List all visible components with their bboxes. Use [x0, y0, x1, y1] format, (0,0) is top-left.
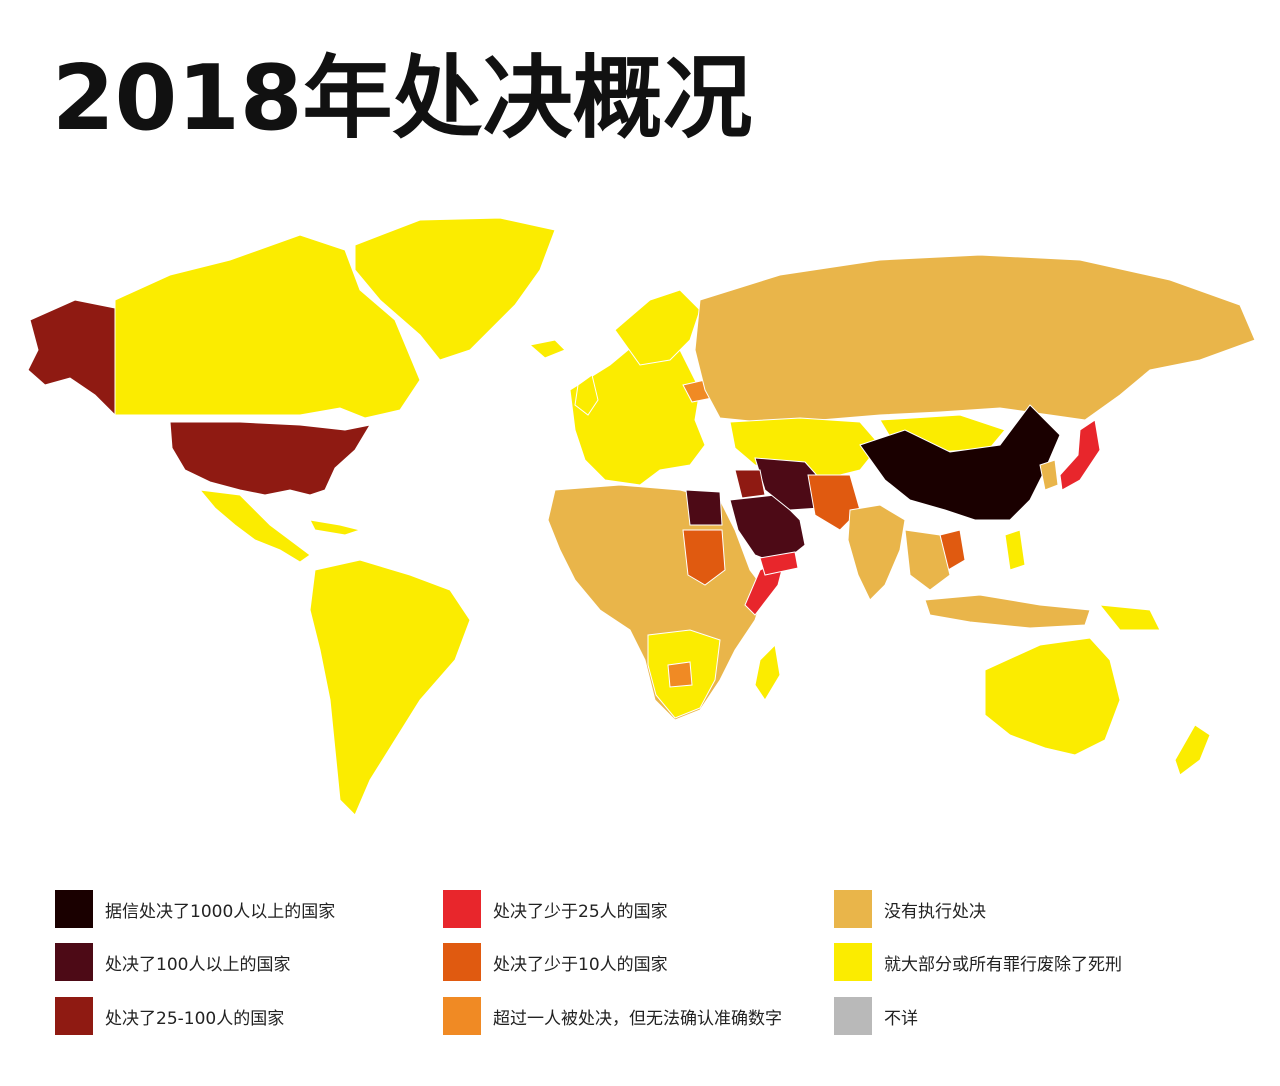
region-india	[847, 504, 906, 601]
region-japan	[1059, 419, 1101, 491]
legend-item-abolished: 就大部分或所有罪行废除了死刑	[834, 943, 1122, 981]
legend-item-unknown: 不详	[834, 997, 918, 1035]
world-map	[27, 217, 1256, 816]
region-russia	[694, 254, 1256, 423]
legend-swatch-under-25	[443, 890, 481, 928]
region-egypt	[685, 489, 723, 526]
legend-item-over-1000: 据信处决了1000人以上的国家	[55, 890, 335, 928]
region-botswana	[667, 661, 693, 688]
page-title: 2018年处决概况	[52, 46, 753, 151]
region-philippines	[1004, 529, 1026, 571]
legend-swatch-unknown	[834, 997, 872, 1035]
legend-swatch-over-1000	[55, 890, 93, 928]
legend-label-over-100: 处决了100人以上的国家	[105, 954, 291, 975]
legend-item-under-10: 处决了少于10人的国家	[443, 943, 668, 981]
region-madagascar	[754, 643, 781, 701]
legend-swatch-over-100	[55, 943, 93, 981]
legend-item-25-100: 处决了25-100人的国家	[55, 997, 284, 1035]
legend-label-unknown-count: 超过一人被处决，但无法确认准确数字	[493, 1008, 782, 1029]
legend-label-over-1000: 据信处决了1000人以上的国家	[105, 901, 336, 922]
region-yemen	[759, 551, 799, 576]
region-usa	[169, 421, 372, 496]
region-china	[859, 404, 1061, 521]
legend-label-25-100: 处决了25-100人的国家	[105, 1008, 285, 1029]
region-mexico	[198, 489, 311, 563]
region-iraq	[734, 469, 766, 499]
legend-swatch-unknown-count	[443, 997, 481, 1035]
legend-label-under-25: 处决了少于25人的国家	[493, 901, 668, 922]
legend-swatch-under-10	[443, 943, 481, 981]
region-australia	[984, 637, 1121, 756]
region-canada	[114, 234, 421, 419]
region-indonesia	[924, 594, 1091, 629]
legend-swatch-abolished	[834, 943, 872, 981]
region-caribbean	[309, 519, 362, 536]
legend-item-no-executions: 没有执行处决	[834, 890, 986, 928]
legend-label-abolished: 就大部分或所有罪行废除了死刑	[884, 954, 1122, 975]
legend-item-unknown-count: 超过一人被处决，但无法确认准确数字	[443, 997, 782, 1035]
legend: 据信处决了1000人以上的国家 处决了100人以上的国家 处决了25-100人的…	[0, 880, 1280, 1060]
region-uk	[574, 374, 599, 416]
region-new-zealand	[1174, 724, 1211, 776]
legend-label-unknown: 不详	[884, 1008, 918, 1029]
region-south-america	[309, 559, 471, 816]
legend-item-over-100: 处决了100人以上的国家	[55, 943, 290, 981]
region-png	[1098, 604, 1161, 631]
legend-swatch-25-100	[55, 997, 93, 1035]
region-iceland	[528, 339, 566, 359]
region-greenland	[354, 217, 556, 361]
region-scandinavia	[614, 289, 701, 366]
legend-item-under-25: 处决了少于25人的国家	[443, 890, 668, 928]
region-sudan	[682, 529, 726, 586]
region-southeast-asia	[904, 529, 951, 591]
legend-swatch-no-executions	[834, 890, 872, 928]
legend-label-no-executions: 没有执行处决	[884, 901, 986, 922]
region-alaska	[27, 299, 116, 417]
region-korea	[1039, 459, 1059, 491]
legend-label-under-10: 处决了少于10人的国家	[493, 954, 668, 975]
